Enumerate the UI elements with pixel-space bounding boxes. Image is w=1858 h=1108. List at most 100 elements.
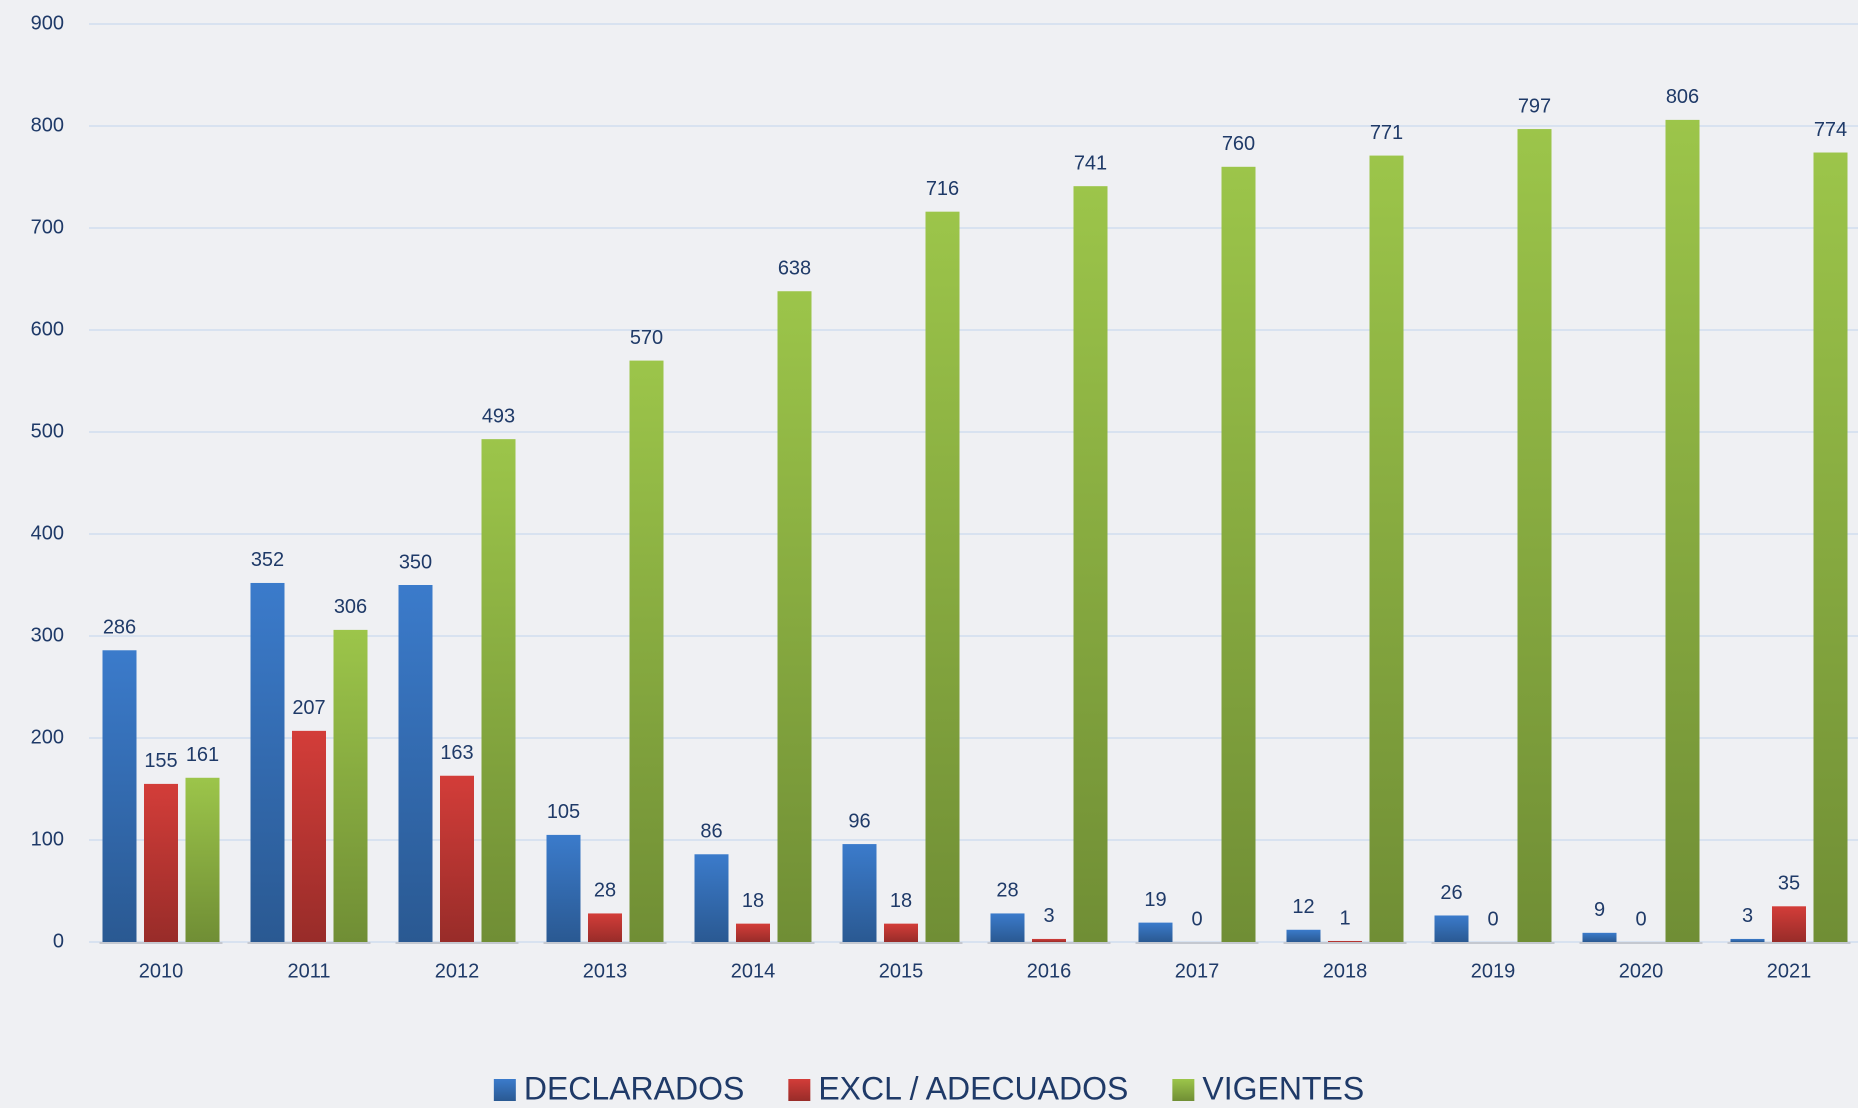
data-label: 28: [594, 880, 616, 902]
legend-label: EXCL / ADECUADOS: [818, 1070, 1128, 1106]
bar: [1073, 186, 1108, 942]
bar: [1813, 152, 1848, 942]
data-label: 86: [700, 821, 722, 843]
data-label: 9: [1594, 899, 1605, 921]
x-tick-label: 2015: [879, 960, 924, 982]
data-label: 493: [482, 405, 515, 427]
x-tick-label: 2013: [583, 960, 628, 982]
x-tick-label: 2010: [139, 960, 184, 982]
bar: [1772, 906, 1806, 942]
data-label: 18: [890, 890, 912, 912]
data-label: 35: [1778, 873, 1800, 895]
legend-item: VIGENTES: [1172, 1070, 1364, 1106]
x-tick-label: 2020: [1619, 960, 1664, 982]
bar: [777, 291, 812, 942]
bar: [546, 834, 581, 942]
bar: [736, 923, 770, 942]
bar: [250, 582, 285, 942]
data-label: 350: [399, 551, 432, 573]
data-label: 760: [1222, 133, 1255, 155]
bar: [185, 777, 220, 942]
bar: [481, 439, 516, 942]
data-label: 163: [440, 742, 473, 764]
data-label: 26: [1440, 882, 1462, 904]
x-tick-label: 2014: [731, 960, 776, 982]
data-label: 18: [742, 890, 764, 912]
data-label: 774: [1814, 119, 1847, 141]
bar: [1286, 929, 1321, 942]
y-tick-label: 300: [31, 624, 64, 646]
data-label: 28: [996, 880, 1018, 902]
bar: [1665, 119, 1700, 942]
bar: [333, 629, 368, 942]
data-label: 806: [1666, 86, 1699, 108]
legend-item: DECLARADOS: [493, 1070, 745, 1106]
data-label: 155: [144, 750, 177, 772]
data-label: 207: [292, 697, 325, 719]
bar: [440, 775, 474, 942]
data-label: 286: [103, 617, 136, 639]
data-label: 352: [251, 549, 284, 571]
x-tick-label: 2016: [1027, 960, 1072, 982]
data-label: 0: [1191, 908, 1202, 930]
x-tick-label: 2017: [1175, 960, 1220, 982]
data-label: 771: [1370, 122, 1403, 144]
x-tick-label: 2019: [1471, 960, 1516, 982]
data-label: 1: [1339, 907, 1350, 929]
data-label: 570: [630, 327, 663, 349]
data-label: 0: [1635, 908, 1646, 930]
data-label: 96: [848, 810, 870, 832]
bar: [1730, 938, 1765, 942]
legend-label: VIGENTES: [1202, 1070, 1364, 1106]
data-label: 161: [186, 744, 219, 766]
bar: [1369, 155, 1404, 942]
bar: [629, 360, 664, 943]
data-label: 306: [334, 596, 367, 618]
bar: [1328, 940, 1362, 942]
bar: [694, 854, 729, 942]
bar: [588, 913, 622, 942]
y-tick-label: 400: [31, 522, 64, 544]
y-tick-label: 600: [31, 318, 64, 340]
y-tick-label: 700: [31, 216, 64, 238]
x-tick-label: 2018: [1323, 960, 1368, 982]
legend-swatch: [493, 1079, 516, 1101]
bar: [1221, 166, 1256, 943]
bar: [1032, 938, 1066, 942]
data-label: 0: [1487, 908, 1498, 930]
bar: [1138, 922, 1173, 942]
y-tick-label: 800: [31, 114, 64, 136]
data-label: 105: [547, 801, 580, 823]
data-label: 716: [926, 178, 959, 200]
bar: [1434, 915, 1469, 942]
data-label: 19: [1144, 889, 1166, 911]
data-label: 3: [1043, 905, 1054, 927]
x-tick-label: 2021: [1767, 960, 1812, 982]
bar: [292, 730, 326, 942]
x-tick-label: 2011: [287, 960, 330, 982]
bar: [398, 585, 433, 942]
data-label: 12: [1292, 896, 1314, 918]
bar: [990, 913, 1025, 942]
y-tick-label: 500: [31, 420, 64, 442]
data-label: 741: [1074, 152, 1107, 174]
bar: [925, 211, 960, 942]
y-tick-label: 200: [31, 726, 64, 748]
data-label: 797: [1518, 95, 1551, 117]
data-label: 3: [1742, 905, 1753, 927]
bar: [842, 844, 877, 942]
y-tick-label: 900: [31, 12, 64, 34]
bar: [1517, 129, 1552, 942]
bar: [884, 923, 918, 942]
legend-label: DECLARADOS: [524, 1070, 745, 1106]
y-tick-label: 100: [31, 828, 64, 850]
y-tick-label: 0: [53, 930, 64, 952]
bar: [102, 650, 137, 942]
bar: [1582, 932, 1617, 942]
legend-swatch: [788, 1079, 811, 1101]
legend-item: EXCL / ADECUADOS: [788, 1070, 1128, 1106]
bar: [144, 783, 178, 942]
data-label: 638: [778, 258, 811, 280]
x-tick-label: 2012: [435, 960, 480, 982]
